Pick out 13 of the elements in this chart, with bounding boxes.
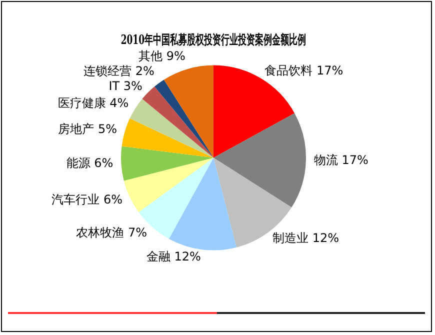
slice-label: 农林牧渔 7% bbox=[76, 225, 148, 240]
slice-label: 房地产 5% bbox=[58, 122, 117, 136]
slice-label: 医疗健康 4% bbox=[58, 96, 129, 110]
slice-label: 金融 12% bbox=[146, 250, 201, 264]
chart-title: 2010年中国私募股权投资行业投资案例金额比例 bbox=[120, 32, 306, 48]
slice-label: 食品饮料 17% bbox=[264, 63, 344, 78]
slice-label: 能源 6% bbox=[66, 156, 114, 170]
slice-label: 汽车行业 6% bbox=[52, 192, 123, 207]
slice-label: 连锁经营 2% bbox=[84, 64, 154, 78]
slice-label: IT 3% bbox=[108, 78, 142, 93]
slice-label: 物流 17% bbox=[314, 153, 368, 168]
slice-label: 其他 9% bbox=[138, 48, 186, 63]
slice-label: 制造业 12% bbox=[272, 231, 340, 246]
